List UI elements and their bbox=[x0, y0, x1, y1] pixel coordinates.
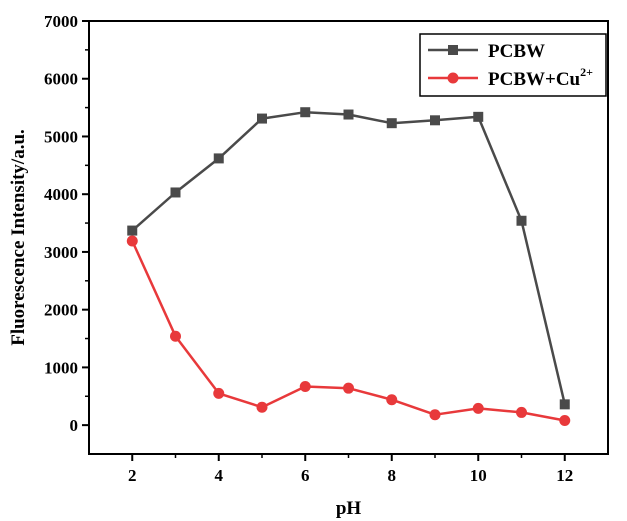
axes: 2 4 6 8 10 12 0 1000 2000 3000 4000 5000 6000 7000 pH F… bbox=[8, 12, 609, 519]
legend-box bbox=[419, 33, 607, 97]
y-tick-label: 6000 bbox=[44, 70, 78, 89]
data-point bbox=[170, 330, 181, 342]
x-axis-title: pH bbox=[336, 498, 362, 519]
y-tick-label: 0 bbox=[70, 416, 79, 435]
x-tick-label: 8 bbox=[388, 466, 397, 485]
legend: PCBW PCBW+Cu2+ bbox=[419, 33, 607, 97]
data-point bbox=[257, 113, 267, 124]
data-point bbox=[213, 387, 225, 399]
data-point bbox=[126, 235, 138, 247]
legend-label: PCBW+Cu2+ bbox=[488, 65, 593, 90]
legend-item: PCBW+Cu2+ bbox=[428, 65, 593, 90]
x-tick-label: 10 bbox=[470, 466, 487, 485]
data-point bbox=[343, 109, 354, 120]
x-tick-label: 12 bbox=[556, 466, 573, 485]
data-point bbox=[516, 406, 527, 418]
y-tick-label: 4000 bbox=[44, 185, 78, 204]
data-point bbox=[127, 225, 138, 236]
legend-label: PCBW bbox=[488, 41, 545, 62]
plot-area bbox=[126, 107, 571, 427]
data-point bbox=[386, 118, 397, 129]
data-point bbox=[213, 153, 224, 164]
series-0 bbox=[127, 107, 570, 410]
legend-label-text: PCBW+Cu bbox=[488, 69, 581, 90]
y-tick-label: 5000 bbox=[44, 127, 78, 146]
data-point bbox=[343, 382, 354, 394]
legend-label-text: PCBW bbox=[488, 41, 545, 62]
data-point bbox=[256, 401, 268, 413]
data-point bbox=[472, 402, 484, 414]
x-tick-label: 6 bbox=[301, 466, 310, 485]
x-tick-label: 4 bbox=[215, 466, 224, 485]
data-point bbox=[299, 380, 311, 392]
y-tick-label: 7000 bbox=[44, 12, 78, 31]
y-tick-label: 1000 bbox=[44, 358, 78, 377]
data-point bbox=[559, 399, 570, 410]
legend-label-superscript: 2+ bbox=[580, 65, 593, 79]
data-point bbox=[516, 215, 527, 226]
y-axis-title: Fluorescence Intensity/a.u. bbox=[8, 129, 29, 346]
series-1 bbox=[126, 235, 571, 427]
data-point bbox=[386, 394, 398, 406]
data-point bbox=[429, 409, 441, 421]
y-tick-label: 3000 bbox=[44, 243, 78, 262]
y-tick-label: 2000 bbox=[44, 301, 78, 320]
data-point bbox=[170, 187, 181, 198]
data-point bbox=[559, 415, 571, 427]
data-point bbox=[430, 115, 440, 126]
legend-item: PCBW bbox=[428, 41, 545, 62]
x-tick-label: 2 bbox=[128, 466, 137, 485]
legend-marker bbox=[447, 72, 459, 84]
data-point bbox=[473, 111, 484, 122]
legend-marker bbox=[448, 45, 458, 55]
data-point bbox=[300, 107, 311, 118]
series-line bbox=[131, 110, 567, 405]
